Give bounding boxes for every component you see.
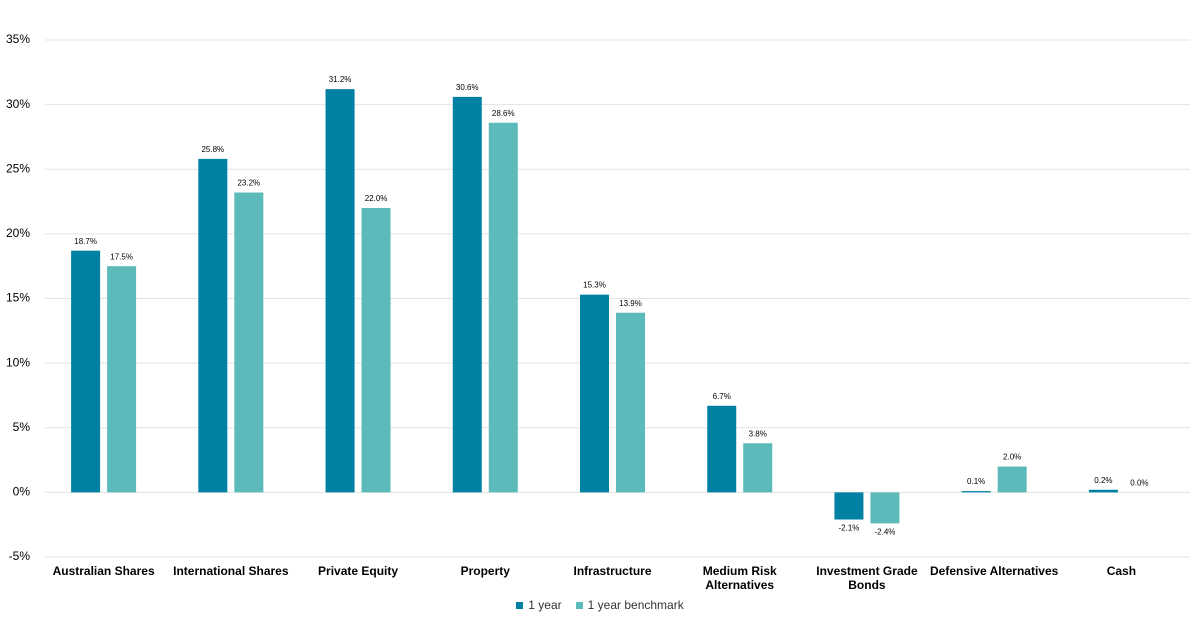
legend-swatch (516, 601, 524, 609)
bar (870, 492, 900, 524)
bar (107, 266, 137, 493)
y-tick-label: 25% (6, 161, 30, 175)
bar (580, 294, 609, 493)
data-label: 13.9% (619, 299, 642, 308)
data-label: 0.2% (1094, 476, 1112, 485)
x-tick-label: International Shares (173, 564, 289, 578)
x-tick-label: Investment Grade Bonds (816, 564, 918, 592)
y-tick-label: 10% (6, 355, 30, 369)
data-label: 6.7% (713, 392, 731, 401)
x-tick-label: Medium Risk Alternatives (702, 564, 777, 592)
legend-label: 1 year (528, 598, 562, 612)
bar (325, 89, 355, 493)
data-label: 31.2% (329, 75, 352, 84)
legend-swatch (575, 601, 583, 609)
y-tick-label: 30% (6, 97, 30, 111)
data-label: 28.6% (492, 109, 515, 118)
data-label: 22.0% (365, 194, 388, 203)
y-tick-label: -5% (9, 549, 31, 563)
bar (834, 492, 864, 520)
x-tick-label: Private Equity (318, 564, 399, 578)
legend: 1 year 1 year benchmark (0, 598, 1200, 612)
data-label: 18.7% (74, 237, 97, 246)
y-tick-label: 15% (6, 291, 30, 305)
data-label: 23.2% (237, 179, 260, 188)
data-label: 3.8% (749, 429, 767, 438)
data-label: 2.0% (1003, 453, 1021, 462)
data-label: 0.0% (1130, 478, 1148, 487)
data-label: 0.1% (967, 477, 985, 486)
y-tick-label: 20% (6, 226, 30, 240)
bar (743, 443, 773, 493)
bar (961, 491, 991, 493)
bar (488, 122, 518, 493)
data-label: 17.5% (110, 252, 133, 261)
bar (71, 250, 101, 493)
bar (616, 312, 645, 493)
data-label: 25.8% (201, 145, 224, 154)
y-tick-label: 35% (6, 32, 30, 46)
bar (452, 96, 482, 493)
legend-item: 1 year benchmark (575, 598, 684, 612)
bar (198, 158, 228, 493)
bar (997, 466, 1027, 493)
bar (234, 192, 264, 493)
legend-item: 1 year (516, 598, 562, 612)
bar (707, 405, 737, 493)
data-label: 15.3% (583, 281, 606, 290)
y-tick-label: 5% (13, 420, 31, 434)
data-label: -2.4% (874, 528, 895, 537)
x-tick-label: Defensive Alternatives (930, 564, 1059, 578)
x-tick-label: Australian Shares (52, 564, 155, 578)
x-tick-label: Cash (1106, 564, 1137, 578)
legend-label: 1 year benchmark (587, 598, 684, 612)
y-tick-label: 0% (13, 485, 31, 499)
x-tick-label: Infrastructure (573, 564, 652, 578)
bar (361, 208, 391, 493)
data-label: -2.1% (838, 524, 859, 533)
data-label: 30.6% (456, 83, 479, 92)
x-tick-label: Property (460, 564, 510, 578)
bar (1088, 489, 1118, 493)
